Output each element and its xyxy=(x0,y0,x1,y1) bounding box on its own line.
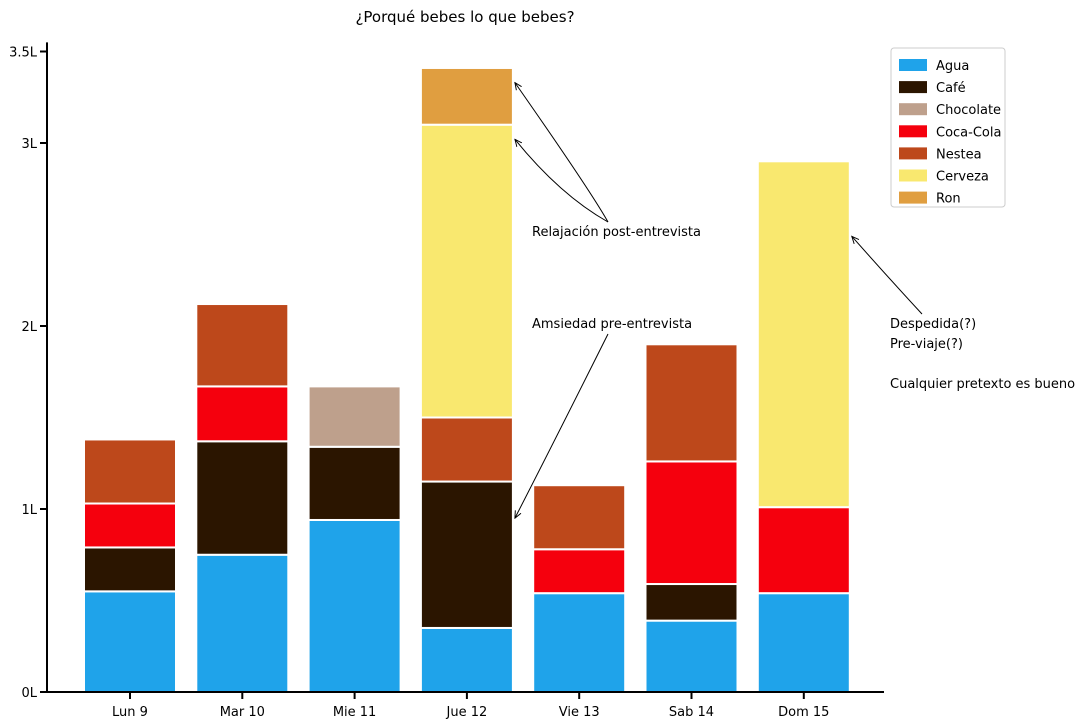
legend-swatch xyxy=(899,147,927,160)
legend-item-agua: Agua xyxy=(899,59,969,74)
annotation-text: Relajación post-entrevista xyxy=(532,225,701,240)
bar-vie-13-coca-cola xyxy=(532,548,627,595)
bar-mar-10-coca-cola xyxy=(195,385,290,443)
bar-jue-12-ron xyxy=(419,66,514,126)
bar-stack-dom-15 xyxy=(756,160,851,693)
legend-swatch xyxy=(899,125,927,138)
legend-swatch xyxy=(899,191,927,204)
x-tick-label: Vie 13 xyxy=(559,705,600,720)
bar-mar-10-cafe xyxy=(195,440,290,556)
x-tick-label: Sab 14 xyxy=(669,705,714,720)
x-tick-label: Mie 11 xyxy=(333,705,377,720)
bar-sab-14-coca-cola xyxy=(644,460,739,586)
annotation-1: Relajación post-entrevista xyxy=(515,83,701,240)
y-tick-label: 0L xyxy=(21,686,37,701)
legend-item-coca-cola: Coca-Cola xyxy=(899,125,1001,140)
bar-jue-12-cafe xyxy=(419,480,514,629)
annotation-text: Amsiedad pre-entrevista xyxy=(532,317,692,332)
bar-vie-13-agua xyxy=(532,592,627,693)
legend-swatch xyxy=(899,103,927,116)
bar-mie-11-chocolate xyxy=(307,385,402,448)
legend-swatch xyxy=(899,169,927,182)
bar-lun-9-nestea xyxy=(83,438,177,505)
annotations-layer: Relajación post-entrevista Amsiedad pre-e… xyxy=(515,83,1075,519)
annotation-text: Cualquier pretexto es bueno xyxy=(890,377,1075,392)
annotation-arrow xyxy=(515,83,609,223)
bar-dom-15-cerveza xyxy=(756,160,851,509)
legend-label: Agua xyxy=(936,59,969,74)
legend-label: Chocolate xyxy=(936,103,1001,118)
bar-dom-15-coca-cola xyxy=(756,506,851,595)
x-tick-label: Jue 12 xyxy=(446,705,488,720)
bar-mar-10-nestea xyxy=(195,303,290,388)
bar-dom-15-agua xyxy=(756,592,851,693)
annotation-text: Despedida(?) xyxy=(890,317,976,332)
bar-jue-12-cerveza xyxy=(419,123,514,419)
annotation-2: Amsiedad pre-entrevista xyxy=(515,317,692,518)
legend-swatch xyxy=(899,59,927,71)
y-tick-label: 3L xyxy=(21,137,37,152)
legend-item-cafe: Café xyxy=(899,81,966,96)
legend-item-chocolate: Chocolate xyxy=(899,103,1001,118)
legend: Agua Café Chocolate Coca-Cola Nestea Cerveza R… xyxy=(890,47,1006,208)
bar-stack-vie-13 xyxy=(532,484,627,693)
bar-mar-10-agua xyxy=(195,553,290,693)
bar-vie-13-nestea xyxy=(532,484,627,551)
bar-lun-9-agua xyxy=(83,590,177,693)
annotation-text: Pre-viaje(?) xyxy=(890,337,963,352)
legend-label: Nestea xyxy=(936,147,982,162)
bar-sab-14-nestea xyxy=(644,343,739,463)
bar-mie-11-agua xyxy=(307,518,402,693)
annotation-arrow xyxy=(515,139,609,223)
bar-stack-mie-11 xyxy=(307,385,402,693)
legend-item-cerveza: Cerveza xyxy=(899,169,989,185)
legend-item-ron: Ron xyxy=(899,191,961,207)
bar-sab-14-cafe xyxy=(644,583,739,622)
legend-label: Café xyxy=(936,81,966,96)
bar-stack-mar-10 xyxy=(195,303,290,693)
legend-label: Coca-Cola xyxy=(936,125,1001,140)
annotation-arrow xyxy=(852,236,923,315)
legend-label: Ron xyxy=(936,192,961,207)
bar-lun-9-coca-cola xyxy=(83,502,177,549)
bar-sab-14-agua xyxy=(644,619,739,694)
annotation-3: Despedida(?) Pre-viaje(?) Cualquier pretex… xyxy=(852,236,1075,392)
y-tick-label: 2L xyxy=(21,320,37,335)
bar-stack-sab-14 xyxy=(644,343,739,694)
annotation-arrow xyxy=(515,333,609,518)
axes-layer: 0L 1L 2L 3L 3.5L Lun 9 Mar 10 Mie 11 Jue 12 Vie 1… xyxy=(9,42,884,720)
x-tick-label: Mar 10 xyxy=(220,705,265,720)
y-tick-label: 3.5L xyxy=(9,46,38,61)
legend-item-nestea: Nestea xyxy=(899,147,982,162)
bar-lun-9-cafe xyxy=(83,546,177,593)
bars-layer xyxy=(83,66,851,694)
x-tick-label: Dom 15 xyxy=(778,705,829,720)
bar-jue-12-nestea xyxy=(419,416,514,483)
bar-stack-jue-12 xyxy=(419,66,514,694)
legend-swatch xyxy=(899,81,927,94)
bar-mie-11-cafe xyxy=(307,445,402,521)
chart-title: ¿Porqué bebes lo que bebes? xyxy=(355,8,574,26)
x-tick-label: Lun 9 xyxy=(112,705,148,720)
y-tick-label: 1L xyxy=(21,503,37,518)
bar-jue-12-agua xyxy=(419,626,514,694)
legend-label: Cerveza xyxy=(936,170,989,185)
bar-stack-lun-9 xyxy=(83,438,177,693)
